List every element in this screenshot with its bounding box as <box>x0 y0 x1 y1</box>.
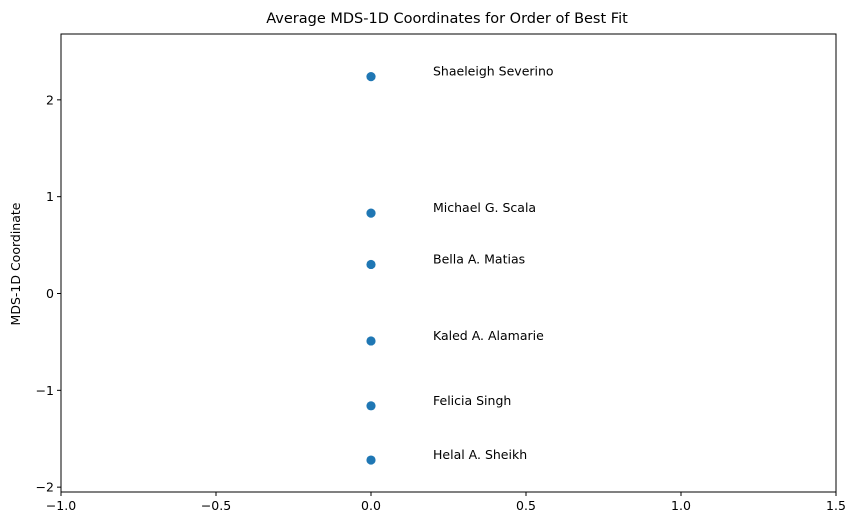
point-label: Felicia Singh <box>433 393 511 408</box>
data-point <box>366 72 376 82</box>
point-label: Shaeleigh Severino <box>433 64 554 79</box>
y-tick-label: 1 <box>46 189 54 204</box>
data-point <box>366 455 376 465</box>
x-tick-label: 0.5 <box>516 498 536 513</box>
data-point <box>366 401 376 411</box>
x-tick-label: 1.0 <box>671 498 691 513</box>
x-tick-label: −0.5 <box>201 498 231 513</box>
plot-frame <box>60 33 837 493</box>
x-tick-label: −1.0 <box>46 498 76 513</box>
y-tick-label: −2 <box>36 480 54 495</box>
point-label: Michael G. Scala <box>433 200 536 215</box>
x-tick-label: 0.0 <box>361 498 381 513</box>
y-tick-label: 0 <box>46 286 54 301</box>
data-point <box>366 208 376 218</box>
point-label: Kaled A. Alamarie <box>433 328 544 343</box>
y-axis-label: MDS-1D Coordinate <box>8 202 23 325</box>
data-point <box>366 336 376 346</box>
point-label: Bella A. Matias <box>433 251 525 266</box>
point-label: Helal A. Sheikh <box>433 447 527 462</box>
x-tick-label: 1.5 <box>826 498 846 513</box>
plot-area: −1.0 −0.5 0.0 0.5 1.0 1.5 −2 −1 0 1 2 Shaeleigh Sev… <box>36 33 846 513</box>
chart-title: Average MDS-1D Coordinates for Order of … <box>266 11 628 27</box>
data-point <box>366 259 376 270</box>
y-tick-label: −1 <box>36 383 54 398</box>
y-tick-label: 2 <box>46 92 54 107</box>
